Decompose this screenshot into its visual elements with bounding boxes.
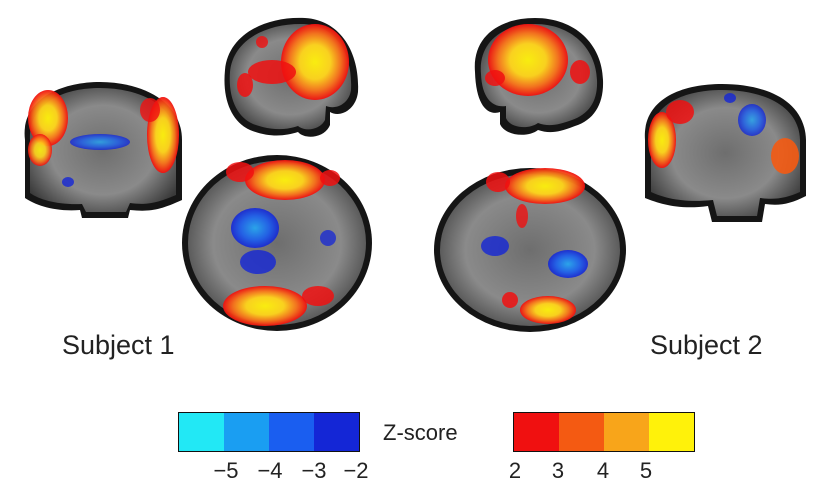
negative-colorbar-segment xyxy=(179,413,224,451)
positive-colorbar-segment xyxy=(559,413,604,451)
negative-tick-label: −2 xyxy=(343,458,369,483)
colorbar-title: Z-score xyxy=(383,420,458,445)
positive-tick-label: 5 xyxy=(639,458,653,483)
positive-colorbar-segment xyxy=(514,413,559,451)
negative-colorbar xyxy=(178,412,360,452)
positive-colorbar xyxy=(513,412,695,452)
negative-colorbar-segment xyxy=(269,413,314,451)
subject1-sagittal-slice xyxy=(224,17,359,137)
positive-tick-label: 2 xyxy=(508,458,522,483)
subject2-axial-slice xyxy=(434,168,626,332)
negative-tick-label: −5 xyxy=(213,458,239,483)
subject2-coronal-slice xyxy=(644,84,806,222)
positive-tick-label: 4 xyxy=(596,458,610,483)
negative-tick-label: −3 xyxy=(301,458,327,483)
negative-tick-label: −4 xyxy=(257,458,283,483)
positive-colorbar-segment xyxy=(604,413,649,451)
subject-2-label: Subject 2 xyxy=(650,330,763,360)
subject-1-label: Subject 1 xyxy=(62,330,175,360)
subject2-sagittal-slice xyxy=(474,18,604,135)
negative-colorbar-segment xyxy=(224,413,269,451)
subject1-coronal-slice xyxy=(24,82,183,218)
positive-colorbar-segment xyxy=(649,413,694,451)
subject1-axial-slice xyxy=(182,155,372,331)
positive-tick-label: 3 xyxy=(551,458,565,483)
negative-colorbar-segment xyxy=(314,413,359,451)
